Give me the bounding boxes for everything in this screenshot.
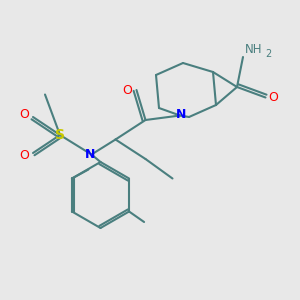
Text: O: O — [268, 91, 278, 104]
Text: N: N — [85, 148, 95, 161]
Text: N: N — [176, 107, 187, 121]
Text: 2: 2 — [266, 49, 272, 59]
Text: O: O — [19, 149, 29, 163]
Text: O: O — [19, 107, 29, 121]
Text: NH: NH — [245, 43, 262, 56]
Text: O: O — [123, 83, 132, 97]
Text: S: S — [55, 128, 65, 142]
